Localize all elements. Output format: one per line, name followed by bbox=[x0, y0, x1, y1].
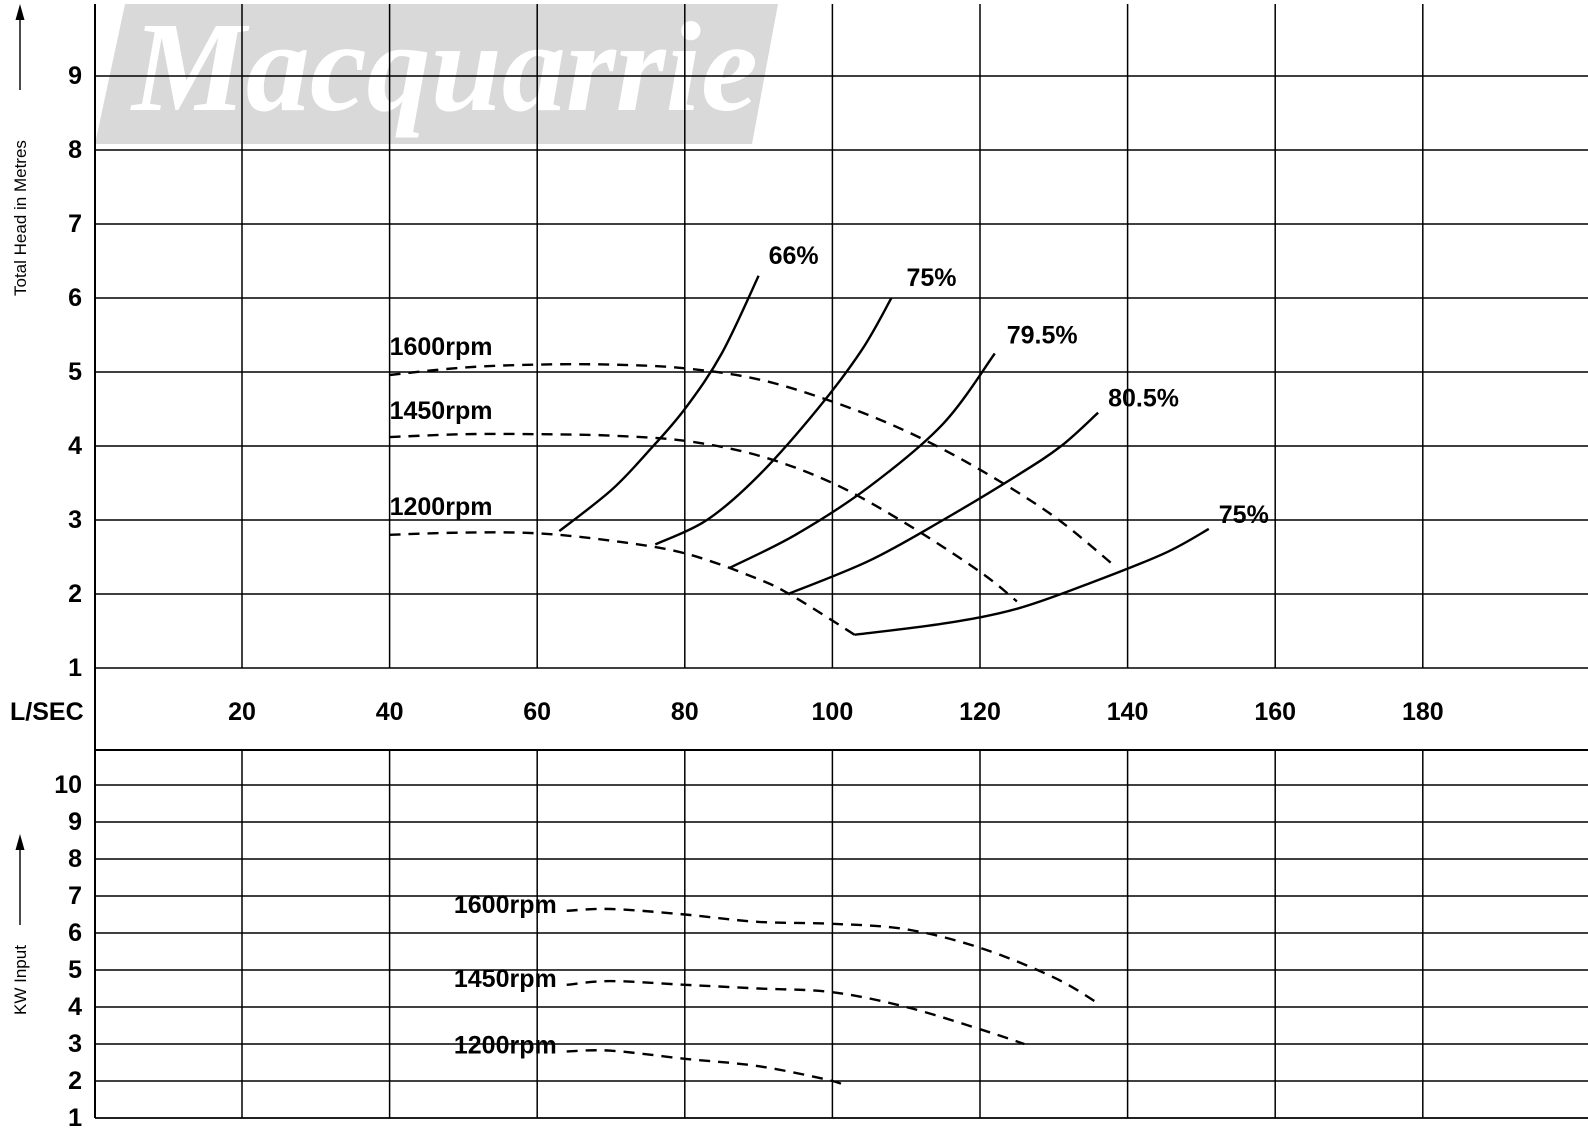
power-y-tick-label: 9 bbox=[68, 808, 82, 836]
head-y-tick-label: 5 bbox=[68, 358, 82, 386]
x-tick-label: 20 bbox=[228, 698, 256, 726]
x-tick-label: 180 bbox=[1402, 698, 1444, 726]
head-curve-1200rpm bbox=[389, 531, 856, 636]
head-y-tick-label: 8 bbox=[68, 136, 82, 164]
watermark-band bbox=[95, 4, 778, 144]
head-curve-75 bbox=[654, 297, 893, 546]
kw-axis-arrow-head bbox=[15, 834, 25, 850]
power-y-tick-label: 4 bbox=[68, 993, 82, 1021]
kw-axis-label: KW Input bbox=[11, 945, 30, 1015]
head-grid bbox=[94, 4, 1588, 750]
x-tick-label: 100 bbox=[812, 698, 854, 726]
watermark: Macquarrie bbox=[95, 0, 778, 144]
head-y-tick-label: 6 bbox=[68, 284, 82, 312]
power-curve-label-1600rpm: 1600rpm bbox=[454, 891, 557, 919]
head-curve-label-66: 66% bbox=[769, 242, 819, 270]
power-curve-1200rpm bbox=[566, 1049, 848, 1090]
power-y-tick-label: 7 bbox=[68, 882, 82, 910]
power-y-tick-label: 1 bbox=[68, 1104, 82, 1132]
head-curve-75 bbox=[854, 527, 1210, 636]
power-curve-1600rpm bbox=[566, 907, 1099, 1005]
curve-labels: 1600rpm 1450rpm 1200rpm 66% 75% 79.5% 80.5% 75%… bbox=[390, 242, 1269, 1060]
power-grid bbox=[94, 749, 1588, 1119]
head-curve-1450rpm bbox=[389, 432, 1018, 603]
head-y-tick-label: 2 bbox=[68, 580, 82, 608]
head-curve-label-1600rpm: 1600rpm bbox=[390, 333, 493, 361]
head-y-tick-label: 4 bbox=[68, 432, 82, 460]
power-y-tick-label: 6 bbox=[68, 919, 82, 947]
power-y-tick-label: 3 bbox=[68, 1030, 82, 1058]
head-curve-1600rpm bbox=[389, 362, 1114, 566]
x-tick-label: 120 bbox=[959, 698, 1001, 726]
head-axis-arrow-head bbox=[15, 4, 25, 20]
head-curve-66 bbox=[558, 275, 760, 533]
head-y-tick-label: 3 bbox=[68, 506, 82, 534]
head-curve-label-79-5: 79.5% bbox=[1007, 322, 1078, 350]
power-curves bbox=[566, 907, 1099, 1090]
power-curve-label-1450rpm: 1450rpm bbox=[454, 965, 557, 993]
head-curve-label-75: 75% bbox=[1219, 501, 1269, 529]
head-curves bbox=[389, 275, 1210, 636]
power-curve-label-1200rpm: 1200rpm bbox=[454, 1031, 557, 1059]
head-y-tick-label: 1 bbox=[68, 654, 82, 682]
power-y-tick-label: 1 bbox=[68, 1104, 82, 1132]
x-tick-label: 160 bbox=[1254, 698, 1296, 726]
head-axis-label: Total Head in Metres bbox=[11, 140, 30, 296]
x-tick-label: 80 bbox=[671, 698, 699, 726]
power-y-tick-label: 5 bbox=[68, 956, 82, 984]
head-curve-80-5 bbox=[787, 411, 1099, 596]
head-curve-label-80-5: 80.5% bbox=[1108, 385, 1179, 413]
x-tick-label: 40 bbox=[376, 698, 404, 726]
head-axis-label-group: Total Head in Metres bbox=[11, 4, 30, 296]
power-y-tick-label: 2 bbox=[68, 1067, 82, 1095]
head-curve-79-5 bbox=[728, 352, 996, 570]
x-tick-label: 60 bbox=[523, 698, 551, 726]
x-tick-label: 140 bbox=[1107, 698, 1149, 726]
head-curve-label-75: 75% bbox=[906, 264, 956, 292]
head-curve-label-1200rpm: 1200rpm bbox=[390, 493, 493, 521]
x-axis-title: L/SEC bbox=[10, 698, 84, 726]
head-y-tick-label: 7 bbox=[68, 210, 82, 238]
watermark-text: Macquarrie bbox=[130, 0, 758, 138]
head-y-tick-label: 9 bbox=[68, 62, 82, 90]
power-curve-1450rpm bbox=[566, 979, 1025, 1046]
head-curve-label-1450rpm: 1450rpm bbox=[390, 397, 493, 425]
kw-axis-label-group: KW Input bbox=[11, 834, 30, 1015]
power-y-tick-label: 8 bbox=[68, 845, 82, 873]
power-y-tick-label: 10 bbox=[54, 771, 82, 799]
